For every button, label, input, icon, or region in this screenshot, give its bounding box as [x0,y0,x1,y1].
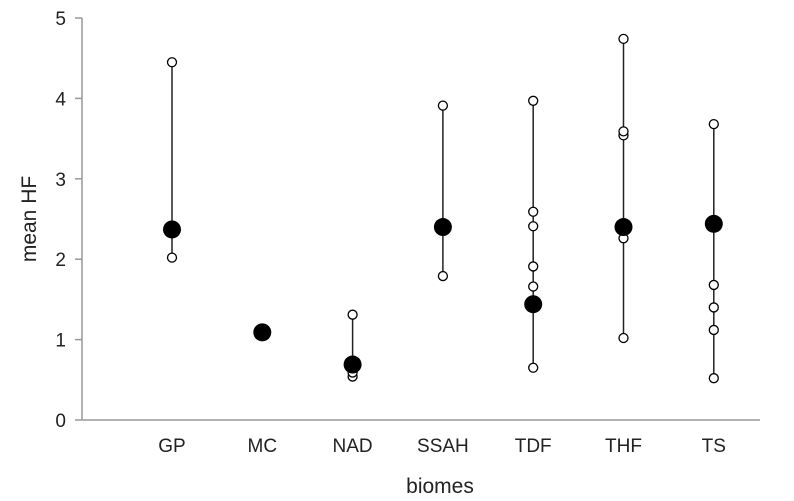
individual-point [708,302,719,313]
x-tick-label: TS [702,436,726,457]
y-tick-label: 5 [55,9,66,30]
individual-point [618,33,629,45]
x-tick-label: MC [248,436,278,457]
individual-point [708,324,719,336]
individual-point [166,252,178,263]
individual-point [708,279,719,291]
y-tick-label: 4 [55,89,66,110]
individual-point [528,221,539,232]
individual-point [437,100,449,111]
mean-point [524,295,543,314]
x-tick-label: TDF [515,436,552,457]
y-tick-label: 1 [55,331,66,352]
x-tick-label: GP [158,436,185,457]
x-tick-label: NAD [333,436,373,457]
mean-point [433,218,452,237]
mean-point [614,218,633,237]
mean-point [253,323,272,342]
x-tick-label: THF [605,436,642,457]
x-axis-title: biomes [406,475,474,498]
mean-point [343,355,362,374]
individual-point [618,332,629,344]
mean-point [704,214,723,233]
individual-point [528,261,539,272]
individual-point [618,126,629,137]
individual-point [166,57,178,68]
individual-point [528,362,539,373]
individual-point [528,95,539,106]
individual-point [708,373,719,384]
individual-point [528,281,539,292]
data-points [163,33,723,384]
y-axis-title: mean HF [18,176,41,262]
individual-point [708,118,719,130]
y-tick-label: 2 [55,250,66,271]
range-lines [171,38,715,379]
individual-point [347,309,358,320]
y-ticks: 0 1 2 3 4 5 [55,9,82,432]
y-tick-label: 3 [55,170,66,191]
individual-point [437,270,449,282]
y-tick-label: 0 [55,411,66,432]
x-ticks: GP MC NAD SSAH TDF THF TS [158,436,726,457]
individual-point [528,206,539,217]
mean-point [163,220,181,239]
axes [81,18,760,421]
x-tick-label: SSAH [417,436,469,457]
